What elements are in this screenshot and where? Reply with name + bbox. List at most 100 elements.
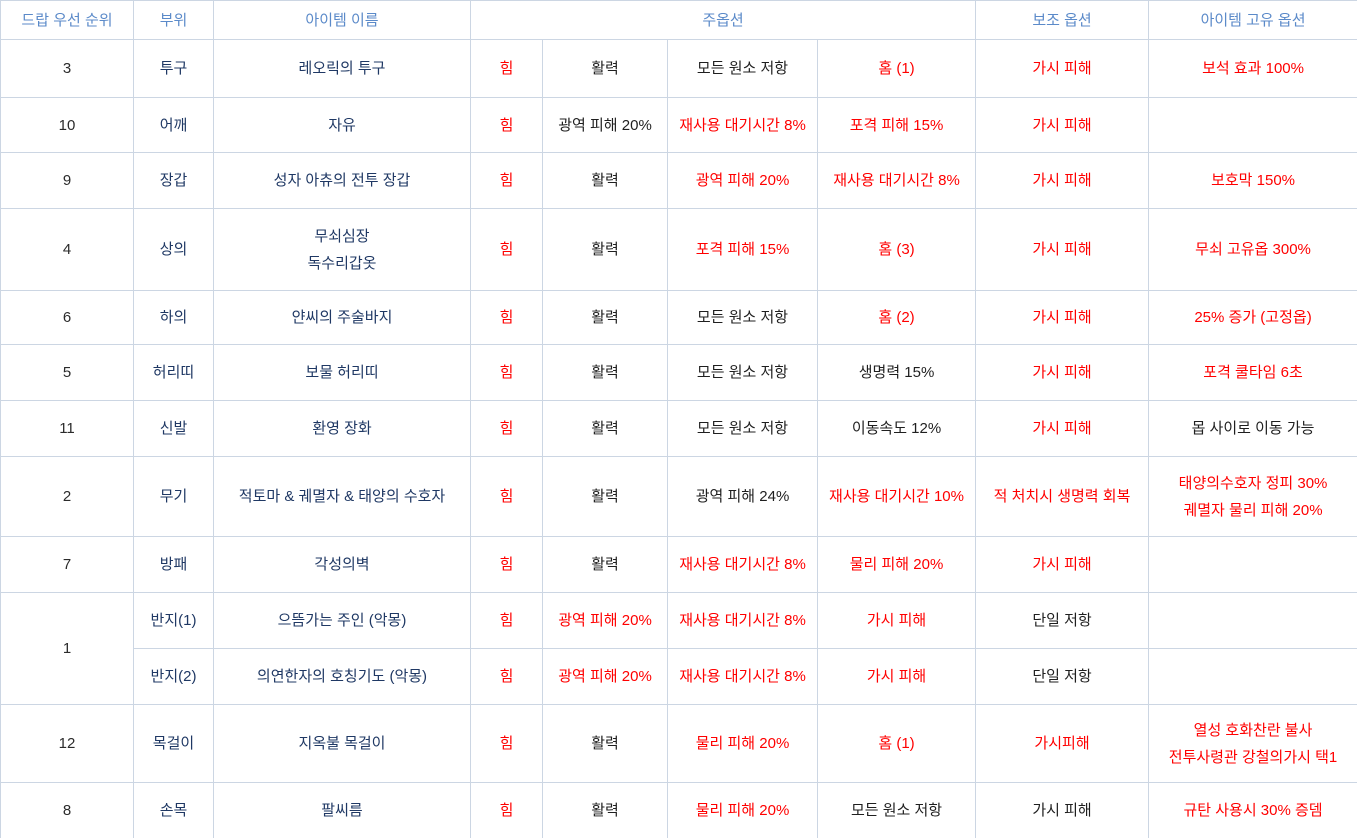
cell-main-option-3: 재사용 대기시간 8%	[667, 536, 818, 593]
cell-slot: 허리띠	[133, 344, 214, 401]
cell-unique-option: 보호막 150%	[1148, 152, 1357, 209]
cell-main-option-3: 재사용 대기시간 8%	[667, 97, 818, 153]
table-body: 3 투구 레오릭의 투구 힘 활력 모든 원소 저항 홈 (1) 가시 피해 보석 효과 100…	[0, 39, 1357, 838]
cell-main-option-1: 힘	[470, 290, 543, 345]
cell-unique-option	[1148, 648, 1357, 705]
cell-main-option-2: 활력	[542, 39, 668, 98]
row-gloves: 9 장갑 성자 아츄의 전투 장갑 힘 활력 광역 피해 20% 재사용 대기시간 8% 가시…	[0, 152, 1357, 209]
table-header: 드랍 우선 순위 부위 아이템 이름 주옵션 보조 옵션 아이템 고유 옵션	[0, 0, 1357, 40]
cell-main-option-4: 이동속도 12%	[816, 400, 977, 457]
cell-main-option-4: 가시 피해	[816, 592, 977, 649]
cell-main-option-2: 광역 피해 20%	[542, 648, 668, 705]
cell-main-option-1: 힘	[470, 39, 543, 98]
cell-main-option-3: 재사용 대기시간 8%	[667, 592, 818, 649]
cell-item-name: 환영 장화	[213, 400, 471, 457]
cell-main-option-1: 힘	[470, 97, 543, 153]
cell-sub-option: 가시 피해	[975, 39, 1150, 98]
row-amulet: 12 목걸이 지옥불 목걸이 힘 활력 물리 피해 20% 홈 (1) 가시피해 열성 호화찬란…	[0, 704, 1357, 783]
cell-main-option-4: 홈 (2)	[816, 290, 977, 345]
cell-slot: 하의	[133, 290, 214, 345]
cell-main-option-1: 힘	[470, 648, 543, 705]
cell-sub-option: 가시 피해	[975, 290, 1150, 345]
cell-sub-option: 가시 피해	[975, 400, 1150, 457]
cell-main-option-3: 포격 피해 15%	[667, 208, 818, 291]
cell-main-option-1: 힘	[470, 152, 543, 209]
cell-drop-priority: 11	[0, 400, 134, 457]
cell-unique-option: 포격 쿨타임 6초	[1148, 344, 1357, 401]
cell-main-option-4: 가시 피해	[816, 648, 977, 705]
cell-sub-option: 단일 저항	[975, 592, 1150, 649]
cell-sub-option: 단일 저항	[975, 648, 1150, 705]
cell-main-option-2: 활력	[542, 152, 668, 209]
cell-sub-option: 적 처치시 생명력 회복	[975, 456, 1150, 537]
cell-item-name: 의연한자의 호칭기도 (악몽)	[213, 648, 471, 705]
cell-sub-option: 가시 피해	[975, 536, 1150, 593]
cell-drop-priority: 2	[0, 456, 134, 537]
cell-drop-priority: 3	[0, 39, 134, 98]
cell-main-option-2: 활력	[542, 290, 668, 345]
cell-item-name: 성자 아츄의 전투 장갑	[213, 152, 471, 209]
cell-item-name: 지옥불 목걸이	[213, 704, 471, 783]
cell-main-option-2: 활력	[542, 704, 668, 783]
cell-sub-option: 가시 피해	[975, 208, 1150, 291]
cell-main-option-1: 힘	[470, 704, 543, 783]
row-pants: 6 하의 얀씨의 주술바지 힘 활력 모든 원소 저항 홈 (2) 가시 피해 25% 증가 (…	[0, 290, 1357, 345]
header-unique-option: 아이템 고유 옵션	[1148, 0, 1357, 40]
cell-main-option-4: 모든 원소 저항	[816, 782, 977, 838]
cell-item-name: 으뜸가는 주인 (악몽)	[213, 592, 471, 649]
cell-unique-option	[1148, 97, 1357, 153]
cell-unique-option	[1148, 536, 1357, 593]
cell-unique-option: 규탄 사용시 30% 증뎀	[1148, 782, 1357, 838]
cell-slot: 무기	[133, 456, 214, 537]
cell-main-option-4: 재사용 대기시간 8%	[816, 152, 977, 209]
cell-unique-option: 몹 사이로 이동 가능	[1148, 400, 1357, 457]
cell-main-option-3: 모든 원소 저항	[667, 290, 818, 345]
cell-main-option-4: 홈 (1)	[816, 39, 977, 98]
cell-item-name: 자유	[213, 97, 471, 153]
cell-unique-option	[1148, 592, 1357, 649]
cell-main-option-2: 활력	[542, 400, 668, 457]
cell-main-option-3: 모든 원소 저항	[667, 39, 818, 98]
cell-item-name: 레오릭의 투구	[213, 39, 471, 98]
cell-drop-priority: 5	[0, 344, 134, 401]
cell-unique-option: 태양의수호자 정피 30% 궤멸자 물리 피해 20%	[1148, 456, 1357, 537]
cell-main-option-1: 힘	[470, 782, 543, 838]
cell-main-option-3: 물리 피해 20%	[667, 782, 818, 838]
cell-item-name: 얀씨의 주술바지	[213, 290, 471, 345]
cell-main-option-2: 광역 피해 20%	[542, 592, 668, 649]
cell-main-option-4: 재사용 대기시간 10%	[816, 456, 977, 537]
cell-sub-option: 가시 피해	[975, 152, 1150, 209]
cell-unique-option: 무쇠 고유옵 300%	[1148, 208, 1357, 291]
cell-main-option-4: 홈 (1)	[816, 704, 977, 783]
row-chest: 4 상의 무쇠심장 독수리갑옷 힘 활력 포격 피해 15% 홈 (3) 가시 피해 무쇠 고유…	[0, 208, 1357, 291]
cell-main-option-2: 활력	[542, 208, 668, 291]
row-belt: 5 허리띠 보물 허리띠 힘 활력 모든 원소 저항 생명력 15% 가시 피해 포격 쿨타임 …	[0, 344, 1357, 401]
cell-slot: 목걸이	[133, 704, 214, 783]
cell-slot: 장갑	[133, 152, 214, 209]
cell-item-name: 각성의벽	[213, 536, 471, 593]
cell-drop-priority: 8	[0, 782, 134, 838]
header-item-name: 아이템 이름	[213, 0, 471, 40]
cell-main-option-1: 힘	[470, 400, 543, 457]
cell-main-option-1: 힘	[470, 344, 543, 401]
cell-main-option-4: 포격 피해 15%	[816, 97, 977, 153]
cell-main-option-3: 광역 피해 24%	[667, 456, 818, 537]
cell-drop-priority: 10	[0, 97, 134, 153]
row-shoulders: 10 어깨 자유 힘 광역 피해 20% 재사용 대기시간 8% 포격 피해 15% 가시 피…	[0, 97, 1357, 153]
cell-drop-priority: 12	[0, 704, 134, 783]
cell-main-option-1: 힘	[470, 592, 543, 649]
cell-unique-option: 열성 호화찬란 불사 전투사령관 강철의가시 택1	[1148, 704, 1357, 783]
cell-drop-priority: 1	[0, 592, 134, 705]
cell-main-option-3: 모든 원소 저항	[667, 400, 818, 457]
row-shield: 7 방패 각성의벽 힘 활력 재사용 대기시간 8% 물리 피해 20% 가시 피해	[0, 536, 1357, 593]
cell-slot: 투구	[133, 39, 214, 98]
cell-main-option-1: 힘	[470, 208, 543, 291]
cell-item-name: 적토마 & 궤멸자 & 태양의 수호자	[213, 456, 471, 537]
cell-drop-priority: 6	[0, 290, 134, 345]
cell-main-option-2: 활력	[542, 782, 668, 838]
cell-drop-priority: 7	[0, 536, 134, 593]
cell-sub-option: 가시 피해	[975, 97, 1150, 153]
cell-slot: 반지(2)	[133, 648, 214, 705]
cell-unique-option: 25% 증가 (고정옵)	[1148, 290, 1357, 345]
